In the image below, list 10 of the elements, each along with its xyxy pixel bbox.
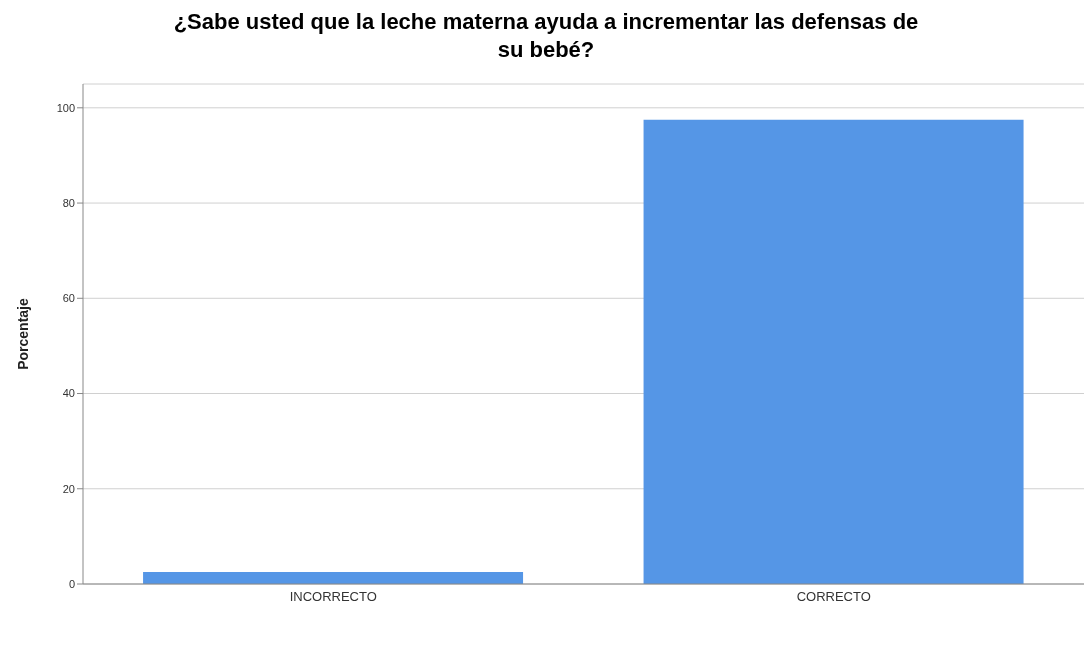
y-tick-label: 80 bbox=[62, 196, 75, 209]
y-axis-title: Porcentaje bbox=[14, 298, 31, 370]
y-tick-label: 0 bbox=[68, 577, 75, 590]
y-tick-label: 60 bbox=[62, 292, 75, 305]
x-tick-label: INCORRECTO bbox=[289, 589, 377, 605]
y-tick-label: 20 bbox=[62, 482, 75, 495]
y-tick-label: 40 bbox=[62, 387, 75, 400]
y-tick-label: 100 bbox=[56, 101, 75, 114]
chart-title: ¿Sabe usted que la leche materna ayuda a incrementar las defensas de su bebé? bbox=[172, 8, 920, 64]
x-tick-label: CORRECTO bbox=[796, 589, 871, 605]
